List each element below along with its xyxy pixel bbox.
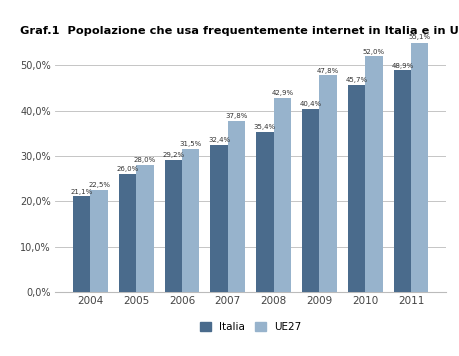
Bar	[410, 42, 427, 292]
Text: 35,4%: 35,4%	[253, 124, 275, 130]
Text: 52,0%: 52,0%	[362, 48, 384, 54]
Bar	[90, 190, 107, 292]
Bar	[273, 98, 291, 292]
Bar	[393, 70, 410, 292]
Bar	[256, 131, 273, 292]
Bar	[319, 75, 336, 292]
Text: 55,1%: 55,1%	[408, 35, 430, 41]
Bar	[164, 159, 182, 292]
Bar	[73, 196, 90, 292]
Text: 48,9%: 48,9%	[390, 63, 413, 69]
Text: 22,5%: 22,5%	[88, 182, 110, 188]
Bar	[302, 109, 319, 292]
Bar	[118, 174, 136, 292]
Bar	[182, 149, 199, 292]
Text: 37,8%: 37,8%	[225, 113, 247, 119]
Text: 47,8%: 47,8%	[316, 68, 338, 74]
Legend: Italia, UE27: Italia, UE27	[196, 318, 305, 336]
Text: 28,0%: 28,0%	[134, 157, 156, 163]
Bar	[136, 165, 153, 292]
Text: 32,4%: 32,4%	[207, 137, 230, 143]
Bar	[227, 121, 245, 292]
Bar	[210, 145, 227, 292]
Text: 40,4%: 40,4%	[299, 101, 321, 107]
Bar	[347, 85, 364, 292]
Text: 26,0%: 26,0%	[116, 166, 138, 172]
Title: Graf.1  Popolazione che usa frequentemente internet in Italia e in UE27: Graf.1 Popolazione che usa frequentement…	[20, 26, 459, 36]
Text: 42,9%: 42,9%	[271, 90, 293, 96]
Text: 21,1%: 21,1%	[70, 189, 93, 194]
Text: 45,7%: 45,7%	[345, 77, 367, 83]
Bar	[364, 56, 382, 292]
Text: 29,2%: 29,2%	[162, 152, 184, 158]
Text: 31,5%: 31,5%	[179, 141, 202, 147]
